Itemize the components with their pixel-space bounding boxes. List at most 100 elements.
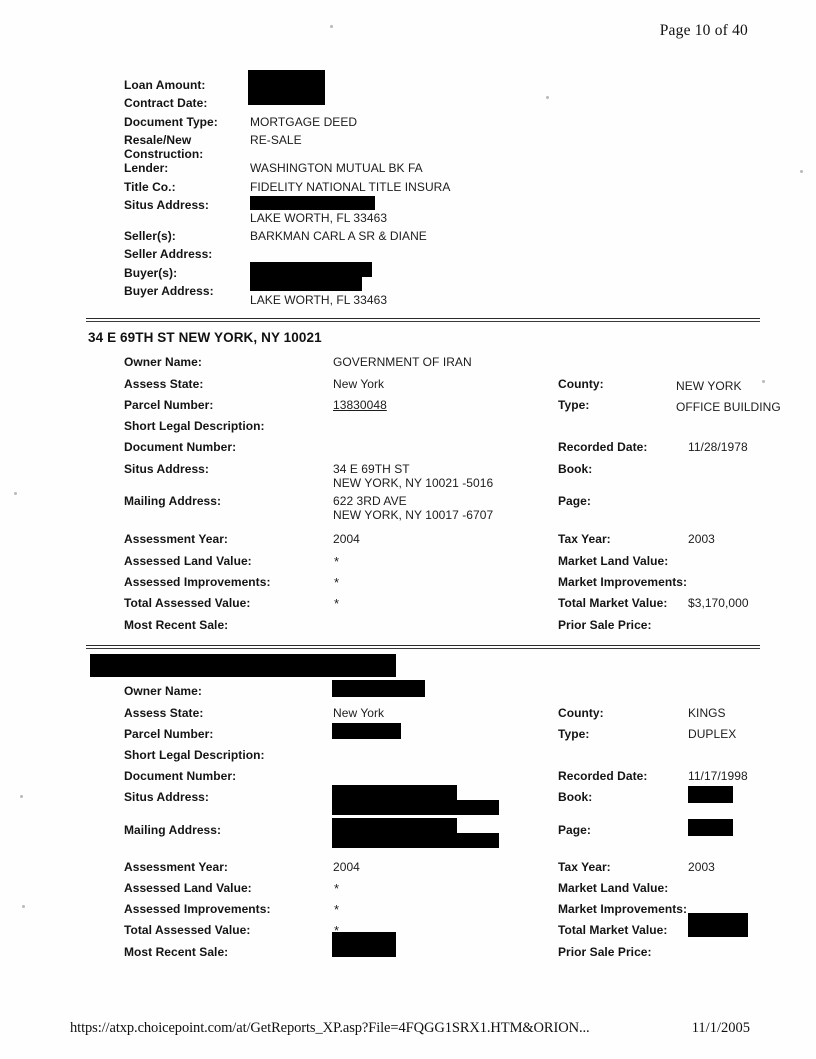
redaction-buyer-address-line1: [250, 277, 362, 291]
field-label-mailing-address: Mailing Address:: [124, 823, 222, 837]
field-label-buyers: Buyer(s):: [124, 266, 178, 280]
field-label-buyer-address: Buyer Address:: [124, 284, 214, 298]
field-value-type: OFFICE BUILDING: [676, 400, 781, 414]
field-value-total-assessed-value: *: [334, 923, 340, 938]
redaction-buyers: [250, 262, 372, 277]
field-label-market-land-value: Market Land Value:: [558, 554, 669, 568]
redaction-most-recent-sale: [332, 932, 396, 957]
field-label-resale-new-construction: Resale/New Construction:: [124, 133, 204, 161]
redaction-situs-address-line2: [332, 800, 499, 815]
redaction-owner-name: [332, 680, 425, 697]
field-value-buyer-address-line2: LAKE WORTH, FL 33463: [250, 293, 388, 307]
field-value-assessed-land-value: *: [334, 554, 340, 569]
field-label-seller-address: Seller Address:: [124, 247, 213, 261]
scan-speck: [14, 492, 17, 495]
field-label-page: Page:: [558, 823, 591, 837]
field-label-assess-state: Assess State:: [124, 706, 204, 720]
footer-source-url: https://atxp.choicepoint.com/at/GetRepor…: [70, 1020, 590, 1036]
page-number-header: Page 10 of 40: [659, 22, 748, 39]
redaction-mailing-address-line2: [332, 833, 499, 848]
field-label-document-type: Document Type:: [124, 115, 218, 129]
field-value-assess-state: New York: [333, 377, 385, 391]
field-label-book: Book:: [558, 462, 593, 476]
field-label-short-legal-description: Short Legal Description:: [124, 748, 265, 762]
field-label-parcel-number: Parcel Number:: [124, 398, 214, 412]
field-value-recorded-date: 11/17/1998: [688, 769, 748, 783]
field-label-recorded-date: Recorded Date:: [558, 440, 648, 454]
field-label-loan-amount: Loan Amount:: [124, 78, 206, 92]
field-value-sellers: BARKMAN CARL A SR & DIANE: [250, 229, 427, 243]
field-label-sellers: Seller(s):: [124, 229, 176, 243]
field-label-assess-state: Assess State:: [124, 377, 204, 391]
redaction-record-title: [90, 654, 396, 677]
field-label-county: County:: [558, 706, 604, 720]
field-value-tax-year: 2003: [688, 532, 715, 546]
field-label-recorded-date: Recorded Date:: [558, 769, 648, 783]
field-value-assessment-year: 2004: [333, 532, 360, 546]
field-label-market-land-value: Market Land Value:: [558, 881, 669, 895]
field-label-document-number: Document Number:: [124, 769, 237, 783]
field-value-assessed-improvements: *: [334, 575, 340, 590]
field-label-total-market-value: Total Market Value:: [558, 596, 668, 610]
footer-print-date: 11/1/2005: [691, 1020, 750, 1036]
field-value-parcel-number[interactable]: 13830048: [333, 398, 387, 412]
field-label-most-recent-sale: Most Recent Sale:: [124, 618, 229, 632]
field-value-tax-year: 2003: [688, 860, 715, 874]
field-label-tax-year: Tax Year:: [558, 860, 611, 874]
scan-speck: [762, 380, 765, 383]
redaction-situs-address-line1: [332, 785, 457, 801]
field-value-owner-name: GOVERNMENT OF IRAN: [333, 355, 472, 369]
field-label-mailing-address: Mailing Address:: [124, 494, 222, 508]
field-label-short-legal-description: Short Legal Description:: [124, 419, 265, 433]
redaction-situs-address-line1: [250, 196, 375, 210]
scan-speck: [546, 96, 549, 99]
field-label-market-improvements: Market Improvements:: [558, 575, 688, 589]
field-label-type: Type:: [558, 727, 590, 741]
field-value-recorded-date: 11/28/1978: [688, 440, 748, 454]
field-value-total-assessed-value: *: [334, 596, 340, 611]
field-value-total-market-value: $3,170,000: [688, 596, 749, 610]
field-label-book: Book:: [558, 790, 593, 804]
field-label-title-co: Title Co.:: [124, 180, 176, 194]
field-value-situs-address-line2: LAKE WORTH, FL 33463: [250, 211, 388, 225]
field-label-market-improvements: Market Improvements:: [558, 902, 688, 916]
field-label-assessment-year: Assessment Year:: [124, 532, 228, 546]
field-value-type: DUPLEX: [688, 727, 737, 741]
scan-speck: [22, 905, 25, 908]
field-label-most-recent-sale: Most Recent Sale:: [124, 945, 229, 959]
record-separator-rule: [86, 645, 760, 649]
field-value-mailing-address-line2: NEW YORK, NY 10017 -6707: [333, 508, 494, 522]
field-label-county: County:: [558, 377, 604, 391]
field-label-assessed-land-value: Assessed Land Value:: [124, 881, 252, 895]
field-label-assessed-land-value: Assessed Land Value:: [124, 554, 252, 568]
field-label-situs-address: Situs Address:: [124, 790, 209, 804]
field-label-owner-name: Owner Name:: [124, 355, 202, 369]
field-value-mailing-address-line1: 622 3RD AVE: [333, 494, 407, 508]
field-value-situs-address-line2: NEW YORK, NY 10021 -5016: [333, 476, 494, 490]
field-label-prior-sale-price: Prior Sale Price:: [558, 945, 652, 959]
field-value-lender: WASHINGTON MUTUAL BK FA: [250, 161, 423, 175]
field-label-tax-year: Tax Year:: [558, 532, 611, 546]
field-value-title-co: FIDELITY NATIONAL TITLE INSURA: [250, 180, 451, 194]
print-footer: https://atxp.choicepoint.com/at/GetRepor…: [70, 1020, 756, 1037]
record-title-address: 34 E 69TH ST NEW YORK, NY 10021: [88, 330, 322, 345]
field-label-assessed-improvements: Assessed Improvements:: [124, 902, 271, 916]
field-label-type: Type:: [558, 398, 590, 412]
field-value-type-clip: OFFICE BUILDING: [676, 398, 816, 415]
redaction-book: [688, 786, 733, 803]
field-label-total-assessed-value: Total Assessed Value:: [124, 923, 251, 937]
field-value-resale-new-construction: RE-SALE: [250, 133, 302, 147]
field-value-county: NEW YORK: [676, 379, 742, 393]
field-label-assessed-improvements: Assessed Improvements:: [124, 575, 271, 589]
scan-speck: [20, 795, 23, 798]
field-value-assessment-year: 2004: [333, 860, 360, 874]
field-value-assessed-land-value: *: [334, 881, 340, 896]
field-value-county: KINGS: [688, 706, 726, 720]
field-label-owner-name: Owner Name:: [124, 684, 202, 698]
field-label-contract-date: Contract Date:: [124, 96, 208, 110]
field-label-total-market-value: Total Market Value:: [558, 923, 668, 937]
scan-speck: [330, 25, 333, 28]
field-label-situs-address: Situs Address:: [124, 198, 209, 212]
field-value-assessed-improvements: *: [334, 902, 340, 917]
